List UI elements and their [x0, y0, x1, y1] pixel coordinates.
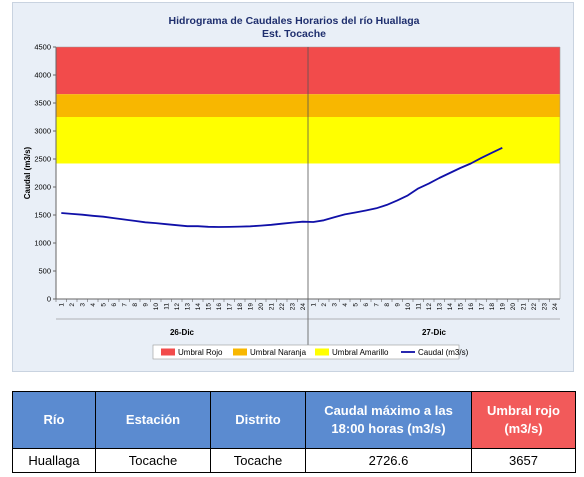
x-tick-label: 21 — [268, 303, 275, 311]
x-tick-label: 20 — [258, 303, 265, 311]
header-rio: Río — [12, 391, 96, 449]
hydrograph-chart: Hidrograma de Caudales Horarios del río … — [23, 15, 561, 360]
x-tick-label: 1 — [310, 303, 317, 307]
legend-swatch-umbral-amarillo — [315, 348, 329, 356]
y-axis-label: Caudal (m3/s) — [23, 146, 32, 199]
cell-caudal-maximo: 2726.6 — [305, 448, 472, 473]
x-tick-label: 11 — [415, 303, 422, 310]
header-estacion: Estación — [95, 391, 211, 449]
legend-label-umbral-rojo: Umbral Rojo — [178, 348, 223, 357]
cell-distrito: Tocache — [210, 448, 306, 473]
x-tick-label: 9 — [142, 303, 149, 307]
x-tick-label: 8 — [132, 303, 139, 307]
x-tick-label: 19 — [247, 303, 254, 311]
x-tick-label: 8 — [384, 303, 391, 307]
caudal-series-line — [61, 146, 503, 228]
x-tick-label: 6 — [111, 303, 118, 307]
x-tick-label: 5 — [352, 303, 359, 307]
legend-label-umbral-naranja: Umbral Naranja — [250, 348, 307, 357]
y-tick-label: 2000 — [34, 183, 51, 192]
x-tick-label: 19 — [499, 303, 506, 311]
x-tick-label: 20 — [510, 303, 517, 311]
x-tick-label: 18 — [489, 303, 496, 311]
x-tick-label: 2 — [69, 303, 76, 307]
x-tick-label: 12 — [174, 303, 181, 311]
x-tick-label: 23 — [541, 303, 548, 311]
legend-label-umbral-amarillo: Umbral Amarillo — [332, 348, 389, 357]
header-caudal-maximo: Caudal máximo a las 18:00 horas (m3/s) — [305, 391, 472, 449]
x-tick-label: 14 — [447, 303, 454, 311]
x-tick-label: 15 — [205, 303, 212, 311]
x-tick-label: 11 — [163, 303, 170, 310]
y-tick-label: 4500 — [34, 43, 51, 52]
x-tick-label: 24 — [552, 303, 559, 311]
x-tick-label: 22 — [279, 303, 286, 311]
y-tick-label: 1000 — [34, 239, 51, 248]
legend-box — [152, 344, 460, 360]
y-tick-label: 3500 — [34, 99, 51, 108]
header-umbral-rojo: Umbral rojo (m3/s) — [471, 391, 576, 449]
x-tick-label: 15 — [457, 303, 464, 311]
legend-swatch-umbral-naranja — [233, 348, 247, 356]
y-tick-label: 500 — [38, 267, 51, 276]
cell-estacion: Tocache — [95, 448, 211, 473]
chart-title: Hidrograma de Caudales Horarios del río … — [169, 15, 420, 27]
x-tick-label: 18 — [237, 303, 244, 311]
x-tick-label: 9 — [394, 303, 401, 307]
legend-label-caudal-m3-s: Caudal (m3/s) — [418, 348, 469, 357]
y-tick-label: 4000 — [34, 71, 51, 80]
header-distrito: Distrito — [210, 391, 306, 449]
x-tick-label: 12 — [426, 303, 433, 311]
x-tick-label: 4 — [90, 303, 97, 307]
x-tick-label: 13 — [184, 303, 191, 311]
x-tick-label: 13 — [436, 303, 443, 311]
table-row: Huallaga Tocache Tocache 2726.6 3657 — [12, 448, 576, 473]
day-label-27-dic: 27-Dic — [422, 328, 447, 337]
x-tick-label: 10 — [153, 303, 160, 311]
y-tick-label: 1500 — [34, 211, 51, 220]
day-label-26-dic: 26-Dic — [170, 328, 195, 337]
x-tick-label: 24 — [300, 303, 307, 311]
x-tick-label: 4 — [342, 303, 349, 307]
cell-rio: Huallaga — [12, 448, 96, 473]
x-tick-label: 10 — [405, 303, 412, 311]
x-tick-label: 22 — [531, 303, 538, 311]
chart-subtitle: Est. Tocache — [262, 28, 326, 40]
x-tick-label: 17 — [226, 303, 233, 311]
x-tick-label: 3 — [331, 303, 338, 307]
x-tick-label: 23 — [289, 303, 296, 311]
legend-swatch-umbral-rojo — [161, 348, 175, 356]
y-tick-label: 2500 — [34, 155, 51, 164]
chart-panel: Hidrograma de Caudales Horarios del río … — [12, 2, 574, 372]
x-tick-label: 2 — [321, 303, 328, 307]
x-tick-label: 6 — [363, 303, 370, 307]
x-tick-label: 3 — [79, 303, 86, 307]
x-tick-label: 14 — [195, 303, 202, 311]
x-tick-label: 7 — [373, 303, 380, 307]
y-tick-label: 0 — [47, 295, 51, 304]
y-tick-label: 3000 — [34, 127, 51, 136]
table-header-row: Río Estación Distrito Caudal máximo a la… — [12, 391, 576, 449]
x-tick-label: 21 — [520, 303, 527, 311]
x-tick-label: 16 — [468, 303, 475, 311]
x-tick-label: 16 — [216, 303, 223, 311]
x-tick-label: 1 — [58, 303, 65, 307]
x-tick-label: 17 — [478, 303, 485, 311]
cell-umbral-rojo: 3657 — [471, 448, 576, 473]
summary-table: Río Estación Distrito Caudal máximo a la… — [12, 391, 576, 473]
x-tick-label: 7 — [121, 303, 128, 307]
x-tick-label: 5 — [100, 303, 107, 307]
